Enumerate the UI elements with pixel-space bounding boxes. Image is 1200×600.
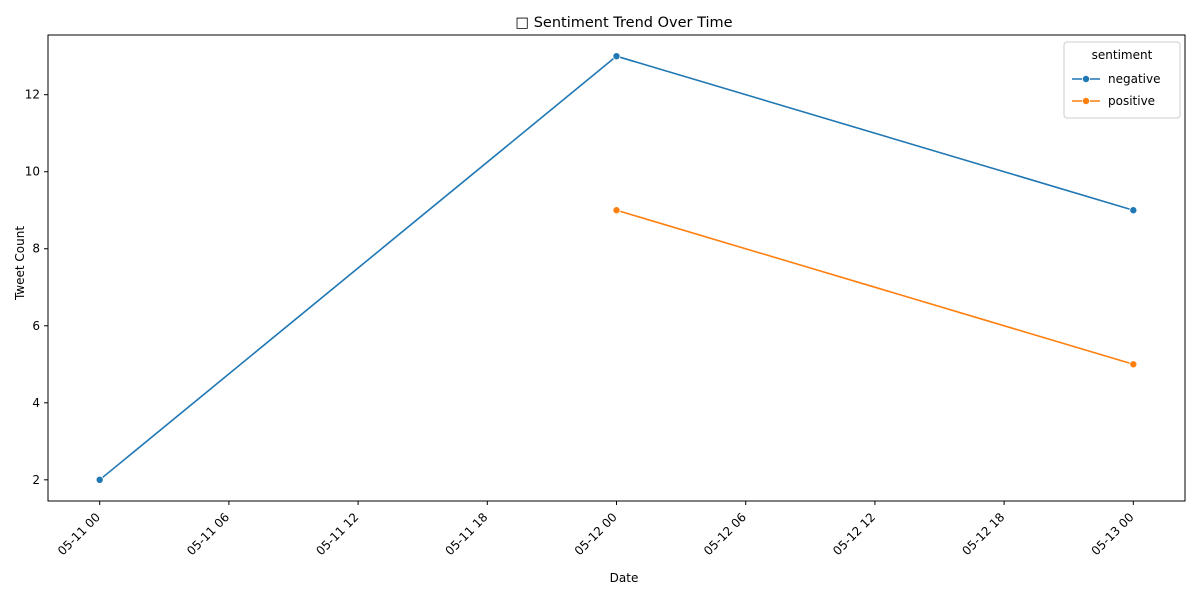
data-point-negative [95, 475, 104, 484]
series-line-positive [616, 209, 1134, 366]
x-axis-label: Date [610, 571, 639, 585]
y-tick-label: 10 [25, 165, 40, 179]
data-point-negative [612, 52, 621, 61]
data-point-negative [1129, 206, 1138, 215]
legend: sentiment negative positive [1063, 41, 1181, 119]
legend-label-negative: negative [1108, 72, 1160, 86]
y-tick-label: 2 [32, 473, 40, 487]
chart-title: □ Sentiment Trend Over Time [515, 15, 732, 31]
y-tick-label: 4 [32, 396, 40, 410]
y-axis-label: Tweet Count [13, 226, 27, 301]
series-positive [612, 206, 1138, 369]
y-tick-label: 8 [32, 242, 40, 256]
legend-title: sentiment [1092, 48, 1153, 62]
legend-marker-positive [1082, 97, 1091, 106]
series-group [95, 52, 1138, 484]
legend-label-positive: positive [1108, 94, 1155, 108]
data-point-positive [1129, 360, 1138, 369]
y-tick-label: 12 [25, 88, 40, 102]
legend-marker-negative [1082, 75, 1091, 84]
y-axis: 2 4 6 8 10 12 [25, 88, 48, 487]
series-negative [95, 52, 1138, 484]
y-tick-label: 6 [32, 319, 40, 333]
data-point-positive [612, 206, 621, 215]
legend-box [1063, 41, 1181, 119]
